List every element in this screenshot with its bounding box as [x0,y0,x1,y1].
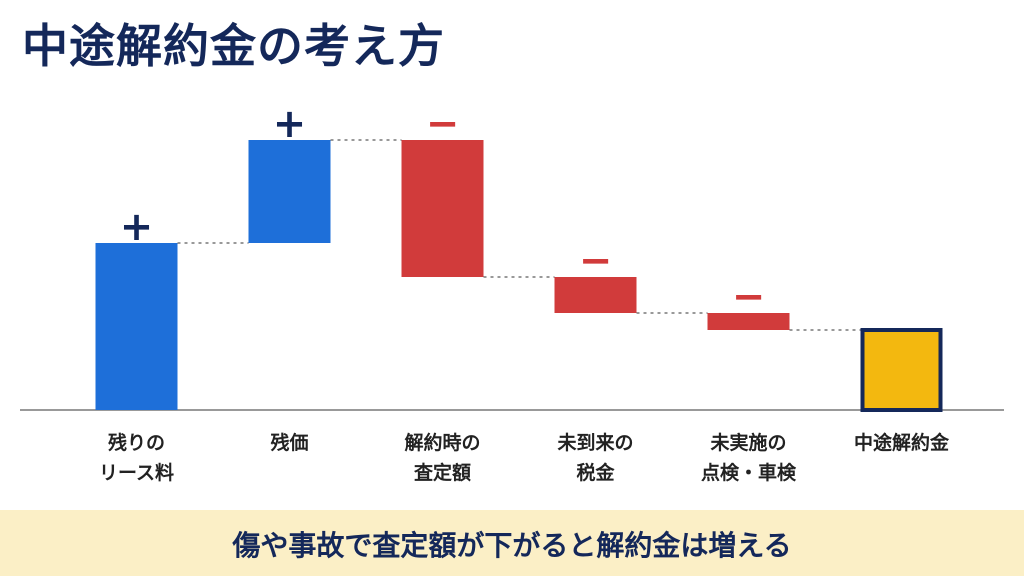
x-tick-label: 解約時の 査定額 [404,432,481,484]
bar [95,243,178,410]
chart-title: 中途解約金の考え方 [22,19,445,73]
footer-band [0,510,1024,576]
x-tick-label: 中途解約金 [853,432,949,454]
sign-label: − [579,238,613,284]
footer-text: 傷や事故で査定額が下がると解約金は増える [232,529,792,562]
sign-label: − [426,101,460,147]
bar [860,328,943,412]
sign-label: − [732,274,766,320]
sign-label: + [273,101,307,147]
x-tick-label: 未実施の 点検・車検 [700,432,796,484]
x-tick-label: 残価 [270,432,309,454]
bar [401,140,484,277]
bar [248,140,331,243]
sign-label: + [120,204,154,250]
bar [707,313,790,330]
bar [554,277,637,313]
x-tick-label: 未到来の 税金 [557,432,634,484]
x-tick-label: 残りの リース料 [98,432,175,484]
